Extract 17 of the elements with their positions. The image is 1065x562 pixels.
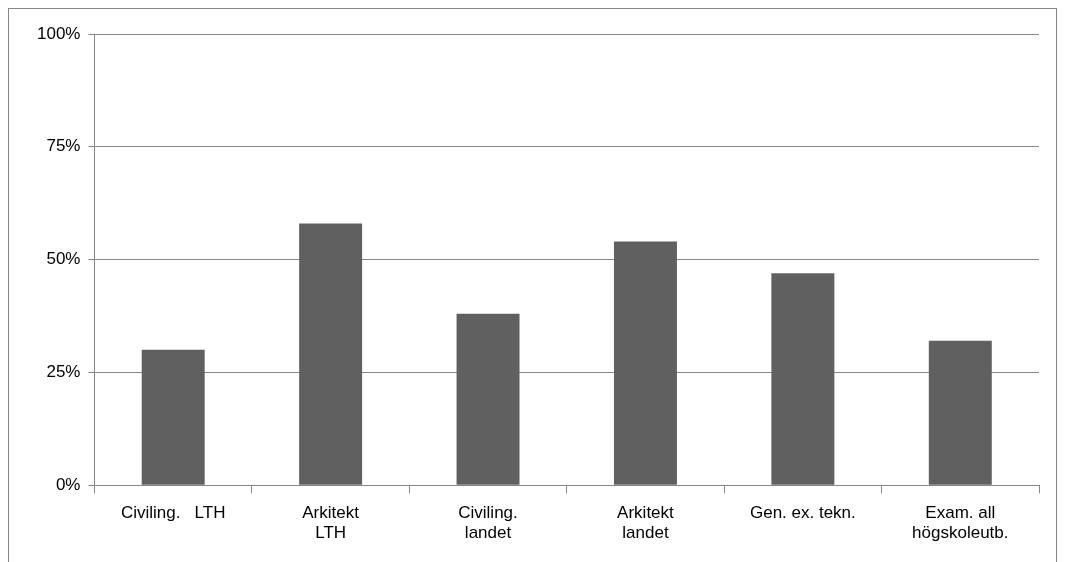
y-tick-label: 75% bbox=[46, 136, 81, 156]
x-tick-label: Civiling. LTH bbox=[120, 503, 226, 523]
y-tick-label: 25% bbox=[46, 362, 81, 382]
x-tick-label: Civiling. landet bbox=[458, 503, 518, 543]
x-tick-label: Gen. ex. tekn. bbox=[749, 503, 856, 523]
x-tick-label: Arkitekt landet bbox=[617, 503, 675, 543]
bar bbox=[299, 223, 363, 485]
y-tick-label: 100% bbox=[37, 23, 81, 43]
bar bbox=[928, 340, 992, 485]
bar bbox=[141, 349, 205, 485]
bar bbox=[771, 273, 835, 485]
x-tick-label: Exam. all högskoleutb. bbox=[912, 503, 1009, 543]
bar bbox=[456, 313, 520, 485]
y-tick-label: 50% bbox=[46, 249, 81, 269]
bar bbox=[613, 241, 677, 485]
x-tick-label: Arkitekt LTH bbox=[302, 503, 360, 543]
y-tick-label: 0% bbox=[55, 474, 81, 494]
